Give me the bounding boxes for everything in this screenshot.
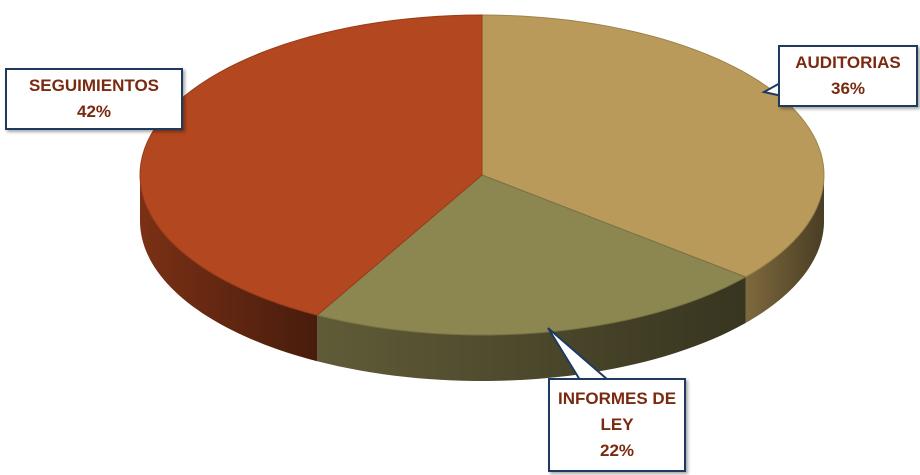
- pie-sides: [140, 175, 824, 381]
- value-label: 42%: [76, 102, 112, 121]
- category-label: INFORMES DE LEY: [557, 389, 677, 434]
- pie-tops: [139, 14, 825, 336]
- pie-side-shade: [745, 175, 824, 323]
- data-label: AUDITORIAS 36%: [778, 45, 918, 107]
- category-label: SEGUIMIENTOS: [28, 76, 160, 95]
- data-label: INFORMES DE LEY 22%: [548, 378, 686, 472]
- pie-side-shade: [140, 175, 318, 362]
- value-label: 22%: [599, 441, 635, 460]
- value-label: 36%: [830, 79, 866, 98]
- pie-slice: [316, 174, 747, 336]
- data-label: SEGUIMIENTOS 42%: [5, 68, 183, 130]
- pie-slice: [139, 14, 483, 316]
- pie-side-shade: [317, 276, 746, 381]
- category-label: AUDITORIAS: [795, 53, 901, 72]
